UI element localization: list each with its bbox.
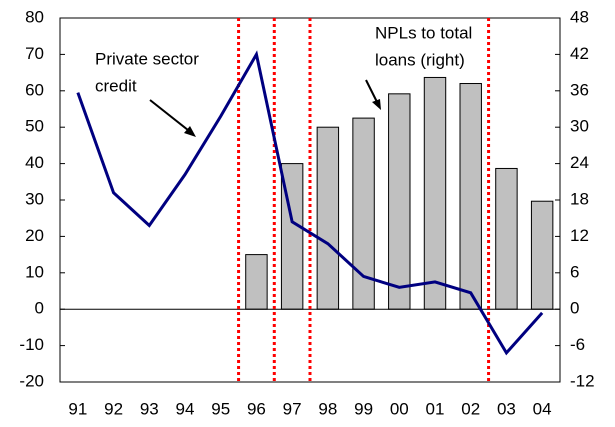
y-tick-label: 20 — [25, 226, 44, 245]
x-tick-label: 97 — [283, 399, 302, 418]
x-tick-label: 95 — [211, 399, 230, 418]
arrow-head — [184, 126, 196, 137]
x-tick-label: 94 — [176, 399, 195, 418]
y-tick-label: 70 — [25, 44, 44, 63]
y2-tick-label: 0 — [570, 299, 579, 318]
y2-tick-label: -12 — [570, 371, 595, 390]
y2-tick-label: 42 — [570, 44, 589, 63]
annotation: credit — [95, 76, 137, 95]
x-tick-label: 99 — [354, 399, 373, 418]
x-tick-label: 04 — [533, 399, 552, 418]
y-tick-label: 30 — [25, 189, 44, 208]
y2-tick-label: 30 — [570, 117, 589, 136]
y-tick-label: 0 — [35, 299, 44, 318]
bar — [388, 93, 411, 310]
x-tick-label: 00 — [390, 399, 409, 418]
y2-tick-label: 36 — [570, 80, 589, 99]
annotation: NPLs to total — [375, 23, 472, 42]
y-tick-label: 50 — [25, 117, 44, 136]
bar — [459, 83, 482, 310]
arrow-head — [372, 99, 381, 110]
y-tick-label: 80 — [25, 7, 44, 26]
y-tick-label: 60 — [25, 80, 44, 99]
bar — [352, 117, 375, 310]
arrow — [149, 99, 194, 135]
annotation: loans (right) — [375, 50, 465, 69]
bar — [245, 254, 268, 310]
x-tick-label: 92 — [104, 399, 123, 418]
y2-tick-label: 6 — [570, 262, 579, 281]
y-tick-label: -20 — [19, 371, 44, 390]
x-tick-label: 02 — [461, 399, 480, 418]
x-tick-label: 91 — [68, 399, 87, 418]
y2-tick-label: -6 — [570, 335, 585, 354]
bar — [423, 76, 447, 310]
x-tick-label: 01 — [426, 399, 445, 418]
bar — [316, 126, 340, 310]
y-tick-label: -10 — [19, 335, 44, 354]
x-tick-label: 98 — [318, 399, 337, 418]
x-tick-label: 93 — [140, 399, 159, 418]
line — [76, 50, 544, 356]
x-tick-label: 03 — [497, 399, 516, 418]
x-tick-label: 96 — [247, 399, 266, 418]
annotation: Private sector — [95, 49, 199, 68]
y2-tick-label: 48 — [570, 7, 589, 26]
bar — [495, 167, 518, 310]
y2-tick-label: 12 — [570, 226, 589, 245]
y2-tick-label: 18 — [570, 189, 589, 208]
bar — [530, 200, 554, 310]
y-tick-label: 40 — [25, 153, 44, 172]
y2-tick-label: 24 — [570, 153, 589, 172]
y-tick-label: 10 — [25, 262, 44, 281]
